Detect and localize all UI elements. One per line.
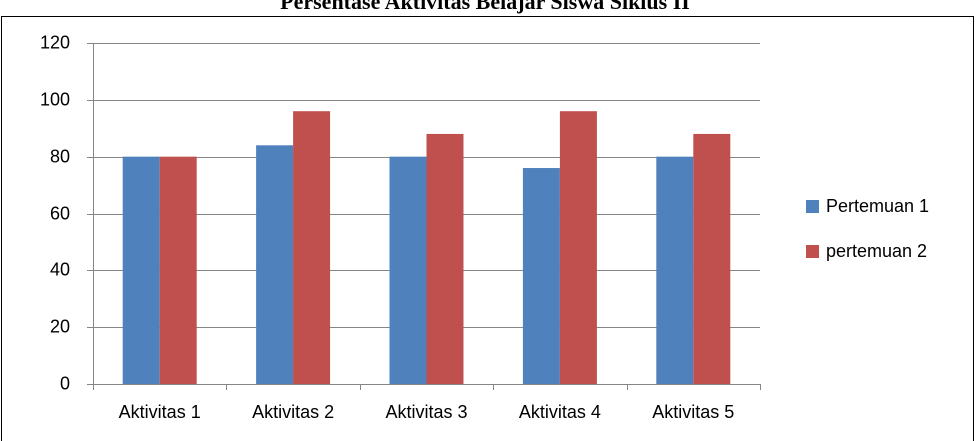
x-tick-label: Aktivitas 5 [652, 402, 734, 422]
x-tick-label: Aktivitas 1 [119, 402, 201, 422]
y-tick-label: 20 [50, 316, 70, 336]
y-tick-label: 0 [60, 373, 70, 393]
chart-frame [1, 16, 974, 441]
y-tick-label: 120 [40, 32, 70, 52]
bar [293, 111, 331, 384]
y-tick-label: 60 [50, 203, 70, 223]
bar [522, 168, 560, 384]
legend-swatch [806, 245, 819, 258]
bar [389, 156, 427, 384]
legend-label: pertemuan 2 [826, 241, 927, 261]
x-tick-label: Aktivitas 3 [385, 402, 467, 422]
y-tick-label: 80 [50, 146, 70, 166]
legend-swatch [806, 200, 819, 213]
bar [122, 156, 160, 384]
bar [656, 156, 694, 384]
bar [693, 133, 731, 384]
y-tick-label: 100 [40, 89, 70, 109]
x-tick-label: Aktivitas 2 [252, 402, 334, 422]
bar [426, 133, 464, 384]
x-tick-label: Aktivitas 4 [519, 402, 601, 422]
bar [256, 145, 294, 384]
bar [159, 156, 197, 384]
bar [559, 111, 597, 384]
legend-label: Pertemuan 1 [826, 196, 929, 216]
y-tick-label: 40 [50, 259, 70, 279]
chart-title: Persentase Aktivitas Belajar Siswa Siklu… [280, 0, 690, 14]
